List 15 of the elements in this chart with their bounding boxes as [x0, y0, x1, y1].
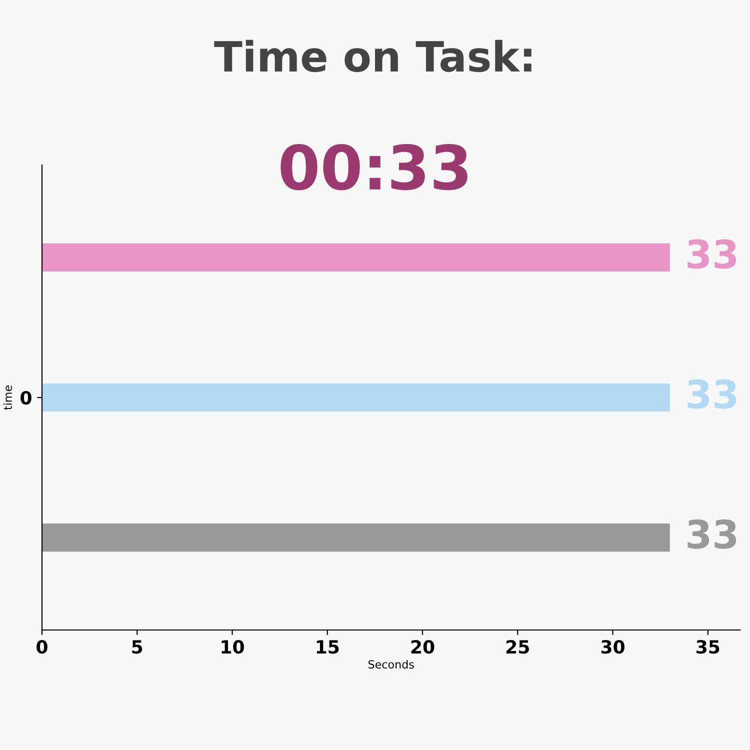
data-label: 33 [688, 519, 736, 549]
x-tick-label: 0 [36, 640, 48, 654]
data-label: 33 [688, 239, 736, 269]
x-tick-label: 25 [506, 640, 529, 654]
x-tick-label: 20 [411, 640, 434, 654]
x-axis-title: Seconds [368, 660, 414, 669]
chart-subtitle: 00:33 [280, 144, 468, 190]
data-label: 33 [688, 379, 736, 409]
x-tick-label: 35 [696, 640, 720, 654]
chart-title: Time on Task: [214, 40, 532, 72]
y-axis-title: time [3, 386, 12, 410]
x-tick-label: 30 [601, 640, 624, 654]
x-tick-label: 15 [316, 640, 339, 654]
x-tick-label: 5 [132, 640, 142, 654]
x-tick-label: 10 [222, 640, 244, 654]
